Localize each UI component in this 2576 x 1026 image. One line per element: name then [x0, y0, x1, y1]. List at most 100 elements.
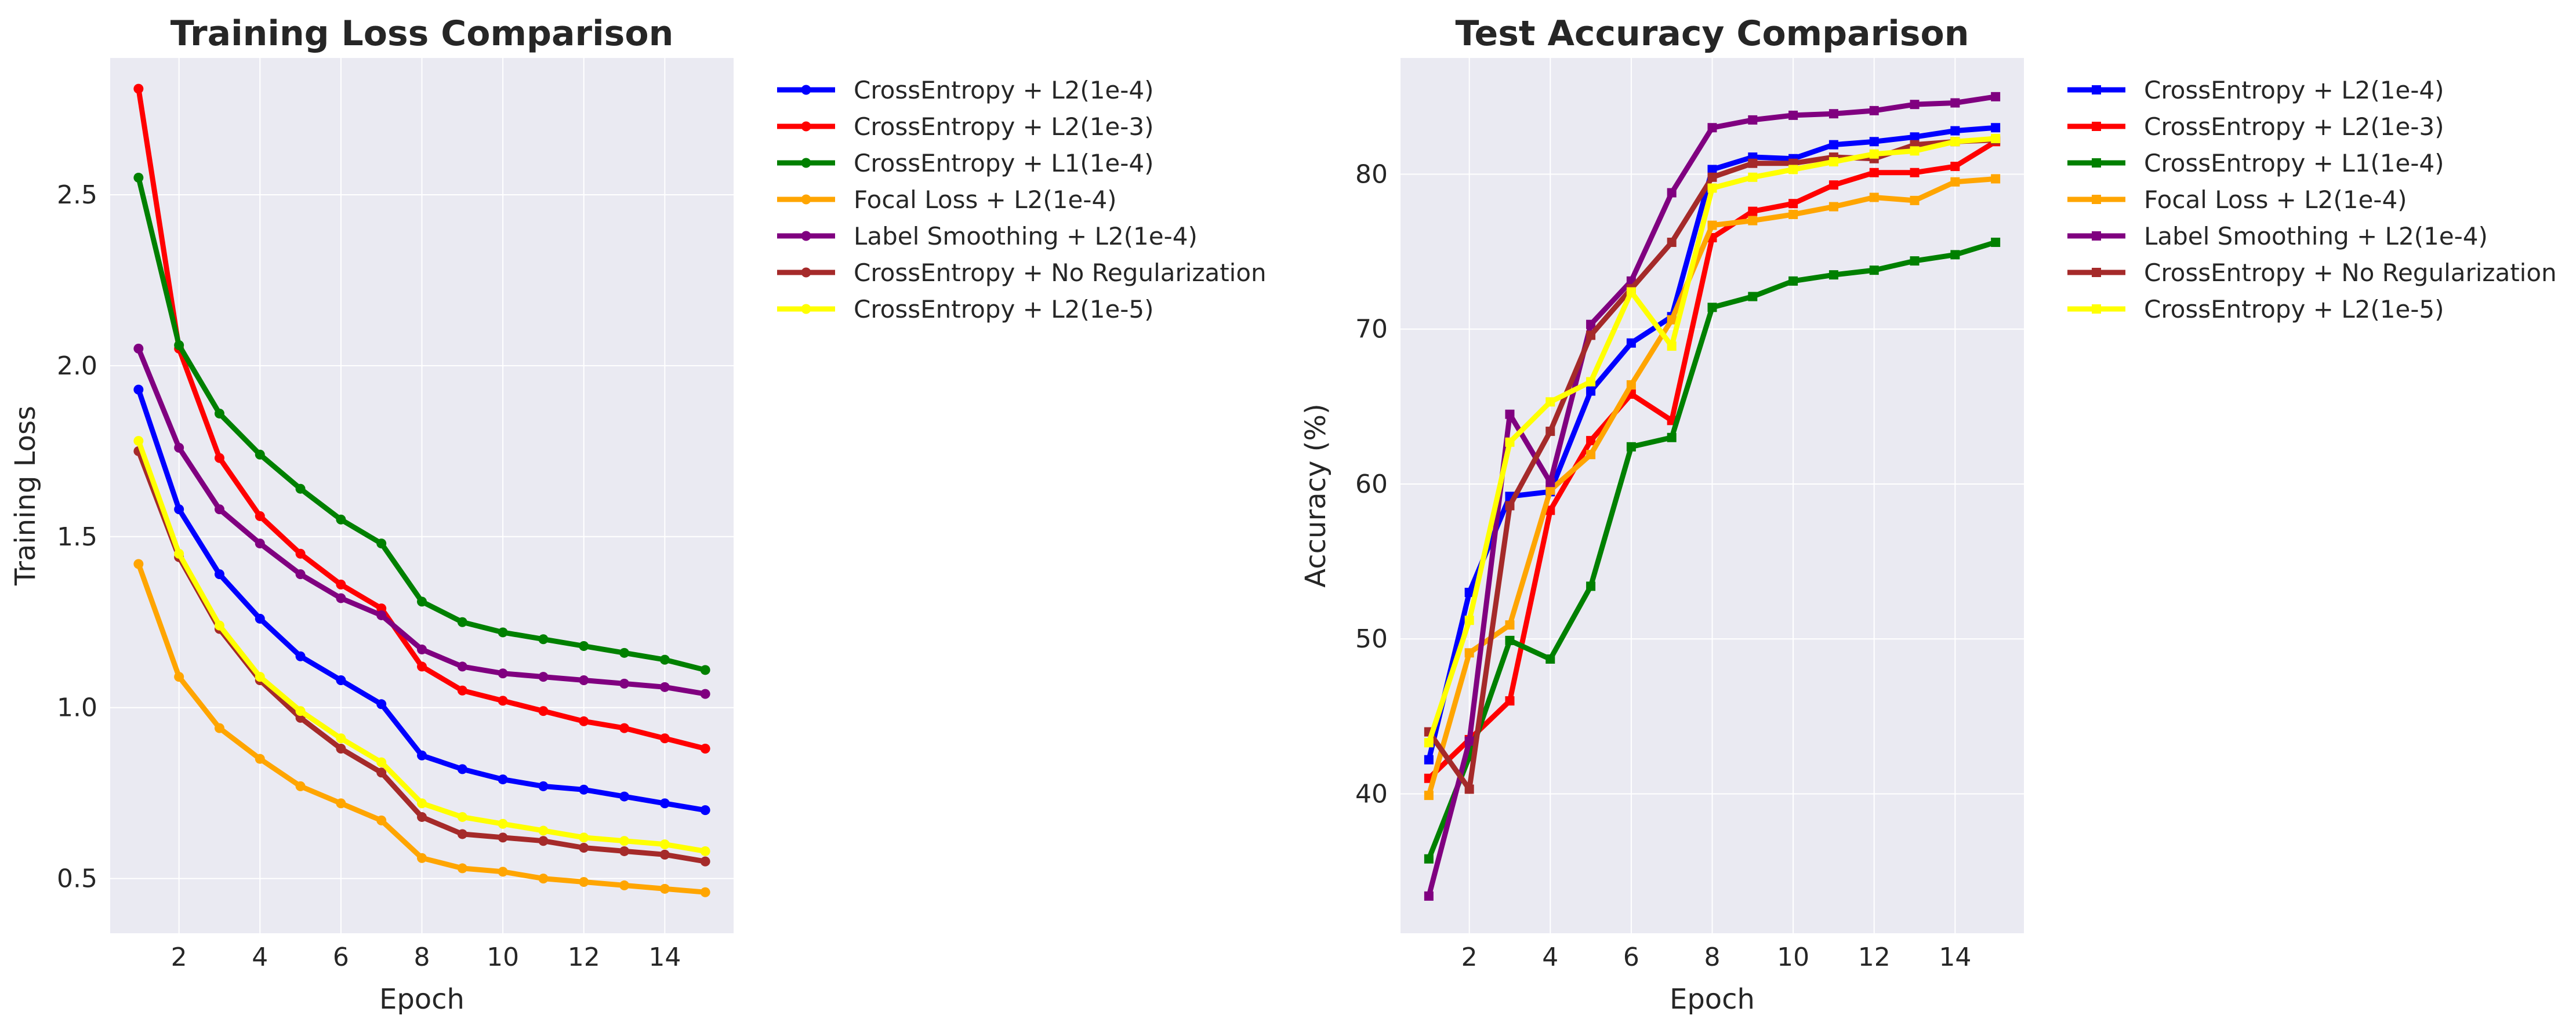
acc-data-point: [1505, 437, 1515, 447]
loss-data-point: [619, 846, 630, 856]
loss-data-point: [700, 689, 710, 699]
loss-x-tick-label: 8: [414, 943, 430, 972]
acc-data-point: [1667, 432, 1677, 442]
acc-data-point: [1545, 654, 1555, 664]
acc-data-point: [1950, 126, 1960, 136]
acc-data-point: [1828, 270, 1838, 280]
loss-data-point: [376, 767, 387, 778]
loss-legend-marker: [801, 158, 811, 168]
loss-x-tick-label: 2: [171, 943, 187, 972]
loss-data-point: [174, 548, 184, 559]
acc-series-3: [1424, 174, 2001, 801]
loss-data-point: [659, 682, 670, 692]
loss-data-point: [417, 798, 427, 809]
loss-data-point: [579, 843, 589, 853]
acc-series-4: [1424, 92, 2001, 901]
loss-data-point: [538, 836, 549, 846]
acc-data-point: [1869, 149, 1879, 159]
acc-data-point: [1828, 140, 1838, 150]
loss-data-point: [619, 647, 630, 658]
acc-data-point: [1869, 168, 1879, 177]
loss-data-point: [295, 781, 306, 791]
acc-data-point: [1586, 436, 1596, 446]
loss-data-point: [255, 449, 265, 460]
acc-legend-label: CrossEntropy + L2(1e-5): [2144, 295, 2444, 323]
acc-data-point: [1991, 174, 2001, 184]
loss-data-point: [619, 678, 630, 689]
acc-series-6: [1424, 133, 2001, 748]
loss-data-point: [133, 343, 144, 354]
acc-data-point: [1707, 123, 1717, 133]
loss-legend-label: Label Smoothing + L2(1e-4): [854, 222, 1198, 250]
acc-data-point: [1545, 427, 1555, 436]
loss-data-point: [538, 874, 549, 884]
loss-legend-marker: [801, 85, 811, 95]
loss-data-point: [417, 644, 427, 654]
loss-data-point: [457, 812, 467, 822]
loss-data-point: [700, 805, 710, 816]
loss-series-6: [133, 436, 710, 856]
acc-x-tick-label: 10: [1777, 943, 1809, 972]
acc-data-point: [1667, 341, 1677, 351]
acc-data-point: [1505, 696, 1515, 706]
acc-data-point: [1910, 195, 1920, 205]
acc-data-point: [1828, 109, 1838, 119]
acc-data-point: [1667, 188, 1677, 198]
acc-data-point: [1626, 442, 1636, 452]
acc-y-axis-label: Accuracy (%): [1300, 403, 1332, 587]
loss-data-point: [133, 436, 144, 446]
acc-data-point: [1667, 238, 1677, 248]
acc-legend-label: CrossEntropy + No Regularization: [2144, 259, 2557, 287]
loss-legend-marker: [801, 304, 811, 314]
loss-data-point: [498, 696, 508, 706]
loss-data-point: [336, 743, 346, 754]
acc-data-point: [1788, 110, 1798, 120]
acc-data-point: [1586, 377, 1596, 387]
loss-data-point: [133, 559, 144, 569]
acc-data-point: [1950, 137, 1960, 147]
loss-data-point: [498, 627, 508, 638]
loss-data-point: [457, 685, 467, 696]
loss-data-point: [619, 836, 630, 846]
acc-legend-label: CrossEntropy + L2(1e-4): [2144, 76, 2444, 104]
loss-data-point: [457, 764, 467, 774]
loss-data-point: [336, 733, 346, 744]
acc-legend-marker: [2092, 268, 2101, 277]
loss-data-point: [133, 172, 144, 183]
acc-data-point: [1707, 165, 1717, 174]
loss-chart-title: Training Loss Comparison: [170, 13, 674, 54]
acc-data-point: [1748, 292, 1758, 301]
loss-data-point: [619, 791, 630, 802]
loss-data-point: [255, 613, 265, 624]
acc-data-point: [1505, 501, 1515, 511]
acc-data-point: [1707, 183, 1717, 193]
loss-data-point: [174, 340, 184, 350]
loss-data-point: [214, 723, 224, 733]
loss-data-point: [255, 754, 265, 764]
acc-y-tick-label: 70: [1355, 315, 1388, 344]
loss-data-point: [214, 453, 224, 463]
loss-y-tick-label: 2.0: [57, 351, 97, 381]
acc-x-tick-label: 2: [1461, 943, 1478, 972]
acc-data-point: [1424, 791, 1434, 801]
acc-data-point: [1950, 98, 1960, 108]
loss-data-point: [619, 880, 630, 890]
loss-data-point: [214, 620, 224, 631]
acc-data-point: [1910, 100, 1920, 110]
acc-data-point: [1505, 635, 1515, 645]
loss-data-point: [376, 757, 387, 767]
acc-data-point: [1788, 165, 1798, 174]
loss-data-point: [376, 603, 387, 614]
acc-data-point: [1910, 256, 1920, 266]
acc-legend-marker: [2092, 304, 2101, 314]
acc-data-point: [1586, 319, 1596, 329]
acc-legend-label: CrossEntropy + L2(1e-3): [2144, 112, 2444, 141]
acc-x-tick-label: 4: [1542, 943, 1558, 972]
loss-data-point: [295, 651, 306, 661]
acc-data-point: [1586, 581, 1596, 591]
loss-data-point: [174, 442, 184, 453]
loss-x-tick-label: 12: [568, 943, 600, 972]
loss-data-point: [579, 675, 589, 686]
loss-data-point: [174, 672, 184, 682]
